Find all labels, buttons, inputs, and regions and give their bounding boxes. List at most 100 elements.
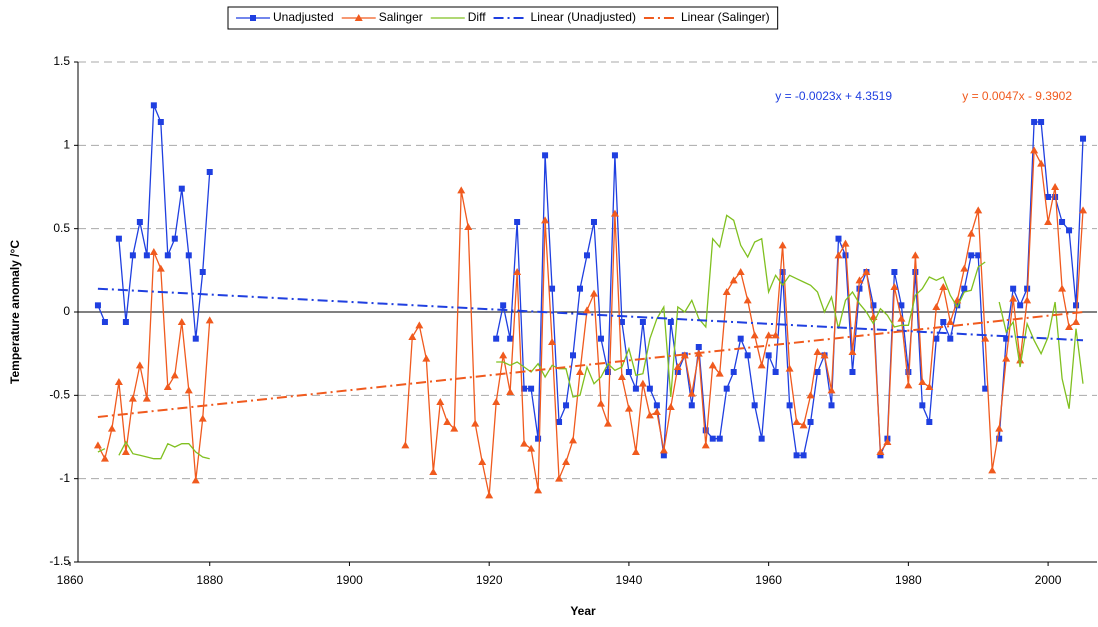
marker (1066, 227, 1073, 234)
series-line (97, 214, 1084, 460)
marker (611, 152, 618, 159)
marker (946, 318, 955, 325)
marker (582, 306, 591, 314)
marker (1058, 284, 1067, 292)
marker (170, 371, 179, 379)
marker (750, 331, 759, 339)
x-tick-label: 1940 (616, 573, 643, 587)
marker (827, 386, 836, 394)
marker (198, 414, 207, 422)
marker (93, 441, 102, 449)
marker (128, 394, 137, 402)
marker (722, 288, 731, 295)
marker (926, 419, 933, 425)
marker (520, 439, 529, 447)
marker (848, 348, 857, 355)
marker (918, 378, 927, 385)
marker (786, 402, 793, 409)
marker (354, 14, 363, 21)
marker (199, 269, 206, 275)
marker (961, 285, 968, 292)
marker (478, 458, 487, 465)
marker (639, 319, 646, 325)
marker (1017, 302, 1024, 309)
marker (603, 419, 612, 427)
marker (164, 252, 171, 259)
marker (143, 252, 150, 259)
marker (1052, 194, 1059, 200)
marker (904, 381, 913, 389)
marker (401, 441, 410, 449)
marker (499, 351, 508, 359)
marker (185, 252, 192, 259)
marker (157, 119, 164, 125)
marker (528, 385, 535, 392)
marker (1044, 218, 1053, 225)
marker (541, 216, 550, 224)
marker (590, 219, 597, 225)
marker (556, 419, 563, 425)
marker (513, 268, 522, 275)
marker (939, 283, 948, 290)
marker (799, 421, 808, 429)
marker (653, 402, 660, 409)
marker (589, 289, 598, 297)
marker (1010, 285, 1017, 292)
marker (542, 152, 549, 159)
marker (877, 452, 884, 459)
legend: Unadjusted Salinger Diff Linear (Unadjusted… (227, 6, 779, 30)
marker (1016, 356, 1025, 364)
x-tick-label: 2000 (1035, 573, 1062, 587)
x-tick-label: 1900 (336, 573, 363, 587)
marker (940, 319, 947, 325)
legend-label: Salinger (379, 10, 423, 24)
marker (695, 344, 702, 350)
marker (793, 452, 800, 459)
marker (107, 424, 116, 432)
marker (1031, 119, 1038, 125)
marker (570, 352, 577, 359)
marker (156, 264, 165, 272)
marker (975, 252, 982, 259)
marker (1023, 296, 1032, 304)
marker (947, 335, 954, 342)
marker (422, 354, 431, 362)
marker (583, 252, 590, 259)
marker (715, 369, 724, 377)
marker (555, 474, 564, 482)
marker (129, 252, 136, 259)
marker (150, 102, 157, 109)
marker (883, 438, 892, 445)
marker (563, 402, 570, 409)
marker (527, 444, 536, 452)
marker (814, 369, 821, 375)
marker (1045, 194, 1052, 200)
marker (457, 186, 466, 194)
marker (492, 398, 501, 405)
marker (149, 248, 158, 255)
marker (597, 335, 604, 342)
marker (785, 364, 794, 372)
marker (184, 386, 193, 394)
marker (758, 435, 765, 442)
marker (968, 252, 975, 259)
marker (709, 435, 716, 442)
marker (617, 373, 626, 380)
marker (842, 252, 849, 259)
marker (408, 333, 417, 340)
y-tick-label: 1.5 (53, 54, 70, 68)
marker (764, 331, 773, 339)
marker (876, 448, 885, 455)
x-axis-label: Year (570, 604, 596, 618)
marker (436, 398, 445, 405)
y-tick-label: 1 (63, 138, 70, 152)
marker (471, 419, 480, 427)
marker (659, 446, 668, 454)
marker (870, 302, 877, 309)
marker (464, 223, 473, 230)
marker (1051, 183, 1060, 190)
marker (890, 283, 899, 290)
marker (919, 402, 926, 409)
marker (114, 378, 123, 385)
y-tick-label: -0.5 (49, 388, 70, 402)
